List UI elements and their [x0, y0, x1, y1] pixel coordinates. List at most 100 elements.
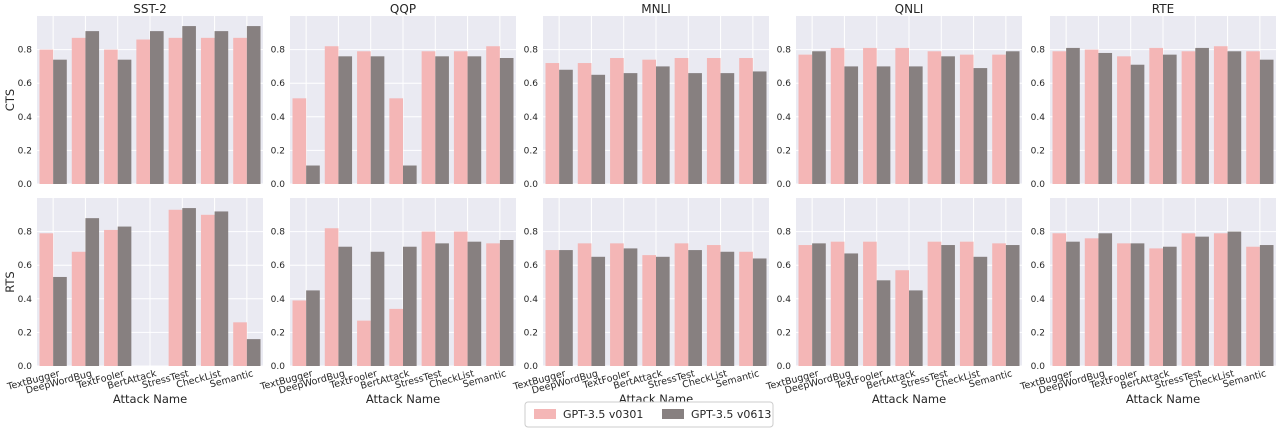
- bar-v0613: [403, 165, 417, 184]
- bar-v0301: [739, 58, 753, 184]
- bar-v0301: [642, 59, 656, 184]
- x-axis-label: Attack Name: [366, 392, 440, 406]
- bar-v0301: [610, 243, 624, 366]
- bar-v0301: [830, 47, 845, 184]
- bar-v0301: [71, 251, 86, 366]
- y-tick-label: 0.8: [1031, 228, 1046, 238]
- y-tick-label: 0.8: [271, 228, 286, 238]
- bar-v0613: [720, 251, 735, 366]
- y-tick-label: 0.2: [524, 146, 538, 156]
- bar-v0613: [1098, 233, 1113, 366]
- bar-v0301: [421, 51, 436, 184]
- y-tick-label: 0.2: [1031, 328, 1045, 338]
- y-tick-label: 0.0: [271, 180, 286, 190]
- y-tick-label: 0.8: [524, 46, 539, 56]
- bar-v0613: [876, 66, 891, 184]
- legend-box: [524, 401, 774, 428]
- bar-v0613: [1163, 54, 1177, 184]
- bar-v0301: [453, 51, 468, 184]
- y-tick-label: 0.6: [18, 261, 33, 271]
- y-tick-label: 0.0: [18, 180, 33, 190]
- y-tick-label: 0.0: [524, 180, 539, 190]
- bar-v0301: [1117, 56, 1131, 184]
- bar-v0301: [389, 308, 403, 366]
- y-tick-label: 0.6: [1031, 79, 1046, 89]
- bar-v0613: [559, 250, 573, 366]
- bar-v0613: [1130, 64, 1145, 184]
- x-axis-label: Attack Name: [113, 392, 187, 406]
- bar-v0301: [200, 214, 215, 366]
- y-tick-label: 0.0: [777, 180, 792, 190]
- bar-v0301: [486, 243, 500, 366]
- y-tick-label: 0.4: [524, 295, 539, 305]
- bar-v0613: [370, 251, 385, 366]
- bar-v0301: [1052, 233, 1067, 366]
- bar-v0301: [357, 320, 371, 366]
- bar-v0301: [577, 63, 592, 184]
- bar-v0613: [876, 280, 891, 366]
- y-tick-label: 0.0: [271, 362, 286, 372]
- bar-v0301: [1246, 51, 1260, 184]
- bar-v0613: [688, 73, 702, 184]
- y-tick-label: 0.4: [1031, 113, 1046, 123]
- bar-v0613: [656, 66, 670, 184]
- bar-v0301: [1213, 46, 1228, 184]
- bar-v0613: [623, 73, 638, 184]
- bar-v0301: [1149, 47, 1163, 184]
- bar-v0301: [453, 231, 468, 366]
- bar-v0613: [150, 31, 164, 185]
- bar-v0301: [389, 98, 403, 184]
- bar-v0613: [1259, 59, 1274, 184]
- legend-label-v0613: GPT-3.5 v0613: [691, 408, 771, 421]
- bar-v0613: [338, 246, 353, 366]
- bar-v0301: [39, 49, 54, 184]
- bar-v0301: [168, 209, 183, 366]
- bar-v0613: [1005, 245, 1020, 366]
- bar-v0301: [830, 241, 845, 366]
- bar-v0301: [610, 58, 624, 184]
- y-tick-label: 0.6: [271, 79, 286, 89]
- y-tick-label: 0.6: [777, 261, 792, 271]
- bar-v0301: [233, 322, 247, 366]
- y-tick-label: 0.8: [777, 46, 792, 56]
- bar-v0613: [499, 58, 514, 184]
- bar-v0613: [85, 218, 100, 366]
- bar-v0613: [53, 59, 67, 184]
- y-tick-label: 0.8: [271, 46, 286, 56]
- bar-v0301: [674, 243, 689, 366]
- bar-v0301: [39, 233, 54, 366]
- bar-v0613: [467, 241, 482, 366]
- bar-v0613: [844, 253, 859, 366]
- bar-v0613: [1098, 52, 1113, 185]
- bar-v0613: [117, 59, 132, 184]
- bar-v0301: [421, 231, 436, 366]
- y-tick-label: 0.4: [524, 113, 539, 123]
- bar-v0613: [214, 211, 229, 366]
- bar-v0301: [545, 250, 560, 366]
- bar-v0613: [812, 51, 826, 184]
- bar-v0613: [1066, 47, 1080, 184]
- bar-v0301: [863, 47, 877, 184]
- y-tick-label: 0.4: [18, 295, 33, 305]
- y-tick-label: 0.0: [1031, 362, 1046, 372]
- bar-v0613: [688, 250, 702, 366]
- bar-v0301: [1149, 248, 1163, 366]
- bar-v0613: [656, 256, 670, 366]
- bar-v0613: [559, 69, 573, 184]
- bar-v0301: [292, 300, 307, 366]
- bar-v0613: [1130, 243, 1145, 366]
- bar-v0613: [909, 290, 923, 366]
- y-tick-label: 0.2: [1031, 146, 1045, 156]
- y-tick-label: 0.2: [18, 146, 32, 156]
- bar-v0301: [1181, 51, 1196, 184]
- bar-v0613: [182, 208, 196, 366]
- bar-v0613: [591, 74, 606, 184]
- bar-v0301: [1246, 246, 1260, 366]
- bar-v0613: [306, 290, 320, 366]
- y-tick-label: 0.2: [777, 328, 791, 338]
- bar-v0301: [1084, 49, 1099, 184]
- bar-v0301: [927, 241, 942, 366]
- y-tick-label: 0.0: [1031, 180, 1046, 190]
- bar-v0613: [591, 256, 606, 366]
- bar-v0301: [1181, 233, 1196, 366]
